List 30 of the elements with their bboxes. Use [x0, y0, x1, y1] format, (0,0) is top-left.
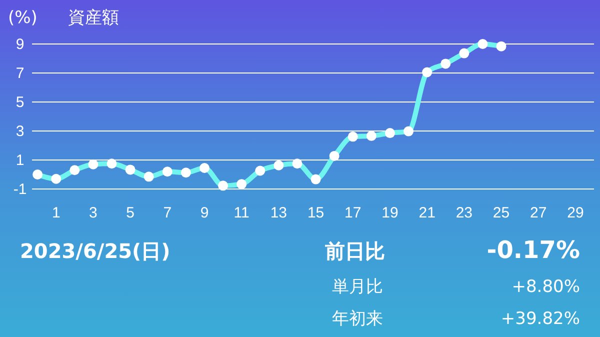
y-tick-label: 7	[16, 64, 24, 82]
text: +8.80%	[512, 277, 580, 297]
text: 単月比	[332, 277, 383, 297]
x-tick-label: 21	[418, 204, 436, 222]
chart-title: 資産額	[68, 8, 119, 28]
x-tick-label: 25	[492, 204, 510, 222]
text: +39.82%	[500, 309, 580, 329]
y-tick-label: 9	[16, 36, 24, 53]
y-tick-label: 3	[16, 122, 24, 140]
y-tick-label: 5	[16, 94, 24, 111]
x-tick-label: 29	[567, 204, 584, 222]
x-tick-label: 9	[200, 204, 209, 222]
x-tick-label: 7	[163, 204, 172, 222]
text: 2023/6/25(日)	[20, 239, 170, 263]
y-axis-title: (%)	[8, 8, 38, 28]
x-tick-label: 17	[344, 204, 362, 222]
x-tick-label: 5	[126, 204, 134, 222]
x-tick-label: 19	[382, 204, 398, 222]
y-tick-label: 1	[16, 152, 24, 169]
x-tick-label: 23	[456, 204, 473, 222]
text: 年初来	[332, 309, 383, 329]
x-tick-label: 1	[52, 204, 60, 222]
text: 前日比	[324, 239, 385, 263]
text: -0.17%	[486, 236, 580, 264]
x-tick-label: 3	[89, 204, 98, 222]
x-tick-label: 15	[307, 204, 324, 222]
x-tick-label: 27	[530, 204, 547, 222]
y-tick-label: -1	[13, 180, 27, 198]
x-tick-label: 13	[270, 204, 288, 222]
x-tick-label: 11	[234, 204, 250, 222]
